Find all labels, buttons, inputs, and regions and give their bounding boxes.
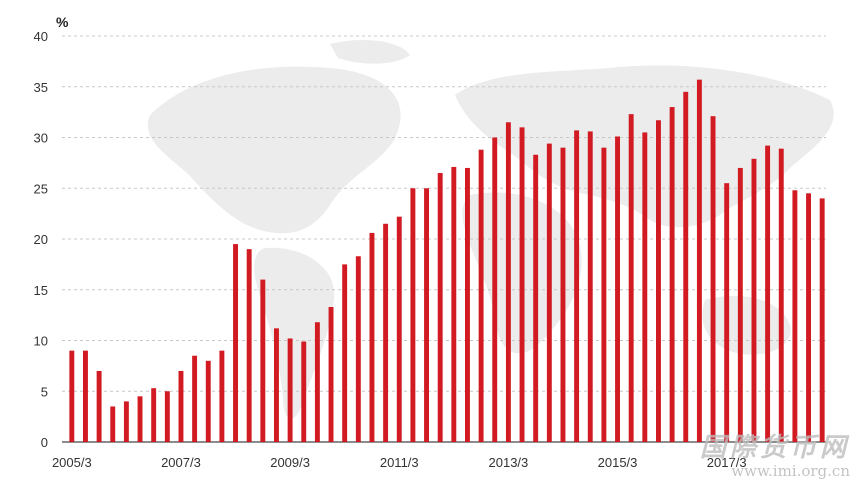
bar — [287, 338, 293, 442]
bar — [396, 216, 402, 442]
bar — [683, 91, 689, 442]
bar — [792, 190, 798, 442]
watermark-text: 国際货币网 — [699, 433, 850, 463]
bar — [205, 360, 211, 442]
x-tick-label: 2013/3 — [489, 455, 529, 470]
bar — [274, 328, 279, 442]
bar — [219, 350, 225, 442]
bar — [164, 391, 170, 442]
bar — [383, 223, 389, 442]
y-unit-label: % — [56, 14, 69, 30]
bar — [424, 188, 429, 442]
y-tick-label: 30 — [34, 131, 48, 146]
bar — [533, 154, 539, 442]
bar — [246, 249, 252, 442]
x-tick-label: 2017/3 — [707, 455, 747, 470]
bar — [478, 149, 484, 442]
bar — [328, 307, 334, 442]
watermark: 国際货币网 www.imi.org.cn — [700, 427, 850, 480]
y-tick-label: 5 — [41, 384, 48, 399]
x-tick-label: 2015/3 — [598, 455, 638, 470]
bar — [737, 167, 743, 442]
bar — [615, 136, 620, 443]
x-tick-label: 2011/3 — [380, 455, 419, 470]
bar — [233, 244, 238, 442]
bar — [451, 166, 457, 442]
bar — [765, 145, 771, 442]
bar — [819, 198, 825, 442]
bar — [260, 279, 266, 442]
bar — [492, 137, 498, 442]
y-tick-label: 15 — [34, 283, 48, 298]
bar — [587, 131, 593, 442]
y-tick-label: 40 — [34, 29, 48, 44]
bar — [192, 355, 198, 442]
bar — [778, 148, 784, 443]
y-tick-label: 25 — [34, 181, 48, 196]
bar — [642, 132, 648, 443]
bar — [96, 370, 102, 442]
bar — [369, 232, 375, 442]
bar — [355, 256, 361, 442]
bar — [601, 147, 607, 442]
y-tick-label: 35 — [34, 80, 48, 95]
bar — [710, 116, 716, 442]
y-tick-label: 0 — [41, 435, 48, 450]
bar — [123, 401, 129, 442]
bar — [519, 127, 525, 442]
bar — [806, 193, 811, 442]
bar — [83, 350, 88, 442]
x-tick-label: 2007/3 — [161, 455, 201, 470]
bar — [724, 183, 730, 443]
bar — [669, 107, 675, 443]
bar — [69, 350, 75, 442]
bar — [437, 173, 443, 442]
watermark-url: www.imi.org.cn — [731, 462, 850, 480]
bar — [301, 341, 307, 442]
bar — [342, 264, 348, 442]
y-tick-label: 10 — [34, 334, 48, 349]
bar — [137, 396, 143, 442]
bar — [546, 143, 552, 442]
bar — [110, 406, 116, 442]
bar — [505, 122, 511, 443]
bar — [314, 322, 320, 442]
bar — [696, 79, 702, 443]
bar — [465, 167, 470, 442]
x-tick-label: 2005/3 — [52, 455, 92, 470]
bar — [628, 114, 634, 442]
bar — [151, 388, 157, 442]
bar — [656, 120, 661, 443]
bar — [410, 188, 416, 442]
bar — [178, 370, 184, 442]
bar — [751, 158, 757, 442]
bar — [560, 147, 566, 442]
x-tick-label: 2009/3 — [270, 455, 310, 470]
bar — [574, 130, 580, 442]
y-tick-label: 20 — [34, 232, 48, 247]
